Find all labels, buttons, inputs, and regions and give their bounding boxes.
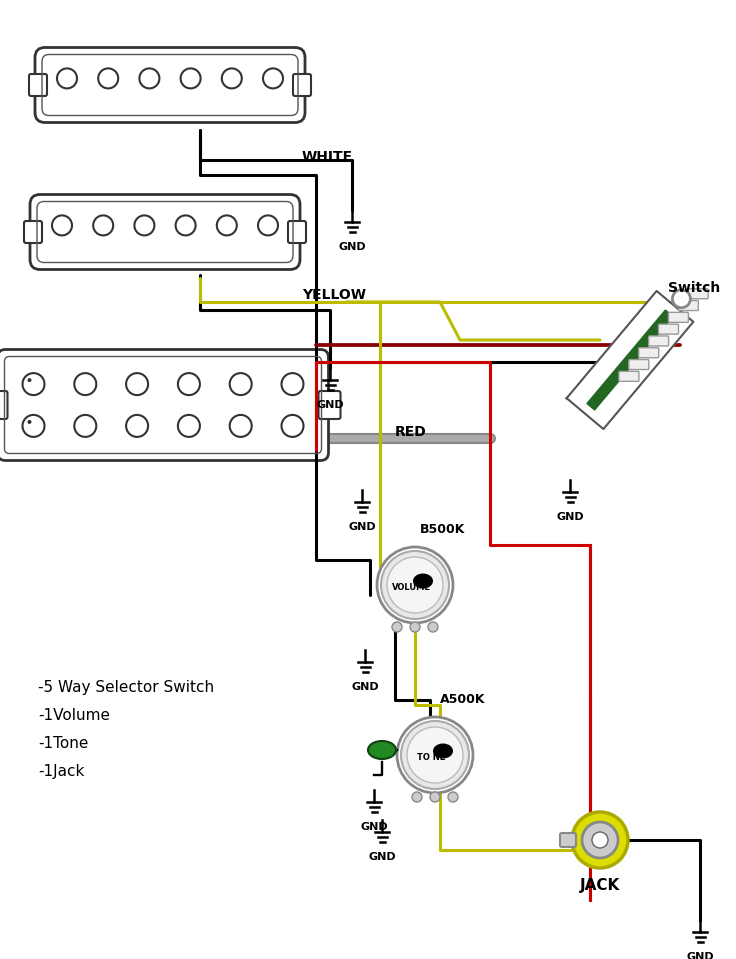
Text: GND: GND bbox=[556, 512, 584, 522]
FancyBboxPatch shape bbox=[48, 238, 282, 259]
Polygon shape bbox=[567, 291, 693, 429]
Circle shape bbox=[217, 216, 237, 235]
Text: JACK: JACK bbox=[580, 878, 620, 893]
FancyBboxPatch shape bbox=[53, 91, 287, 111]
Text: -1Tone: -1Tone bbox=[38, 736, 88, 751]
Circle shape bbox=[377, 547, 453, 623]
Ellipse shape bbox=[413, 573, 433, 589]
FancyBboxPatch shape bbox=[668, 313, 688, 322]
FancyBboxPatch shape bbox=[35, 48, 305, 123]
Circle shape bbox=[401, 721, 469, 789]
Circle shape bbox=[428, 622, 438, 632]
Circle shape bbox=[27, 420, 32, 424]
Circle shape bbox=[407, 727, 463, 783]
FancyBboxPatch shape bbox=[629, 360, 649, 369]
FancyBboxPatch shape bbox=[319, 391, 341, 419]
Circle shape bbox=[98, 68, 118, 88]
Text: GND: GND bbox=[348, 522, 376, 532]
Circle shape bbox=[430, 792, 440, 802]
Circle shape bbox=[23, 373, 44, 395]
Circle shape bbox=[673, 290, 690, 308]
Circle shape bbox=[230, 373, 252, 395]
Circle shape bbox=[74, 415, 96, 437]
Text: Switch: Switch bbox=[668, 281, 721, 295]
FancyBboxPatch shape bbox=[0, 391, 7, 419]
FancyBboxPatch shape bbox=[639, 348, 659, 358]
Circle shape bbox=[392, 622, 402, 632]
Text: YELLOW: YELLOW bbox=[302, 288, 366, 302]
Circle shape bbox=[381, 551, 449, 619]
Circle shape bbox=[126, 415, 148, 437]
FancyBboxPatch shape bbox=[659, 324, 679, 334]
Circle shape bbox=[281, 415, 303, 437]
FancyBboxPatch shape bbox=[30, 195, 300, 269]
Circle shape bbox=[27, 378, 32, 382]
Circle shape bbox=[572, 812, 628, 868]
Ellipse shape bbox=[368, 741, 396, 759]
Text: WHITE: WHITE bbox=[302, 150, 353, 164]
FancyBboxPatch shape bbox=[688, 289, 708, 299]
Circle shape bbox=[74, 373, 96, 395]
Text: A500K: A500K bbox=[440, 693, 486, 706]
Circle shape bbox=[230, 415, 252, 437]
Circle shape bbox=[448, 792, 458, 802]
Text: TO NE: TO NE bbox=[417, 753, 445, 761]
Circle shape bbox=[139, 68, 160, 88]
FancyBboxPatch shape bbox=[648, 336, 668, 346]
FancyBboxPatch shape bbox=[0, 349, 328, 460]
Circle shape bbox=[23, 415, 44, 437]
Circle shape bbox=[57, 68, 77, 88]
FancyBboxPatch shape bbox=[619, 371, 639, 382]
Text: RED: RED bbox=[395, 425, 427, 439]
Circle shape bbox=[180, 68, 201, 88]
Circle shape bbox=[387, 557, 443, 613]
Text: GND: GND bbox=[360, 822, 388, 832]
Circle shape bbox=[592, 832, 608, 848]
FancyBboxPatch shape bbox=[293, 74, 311, 96]
Polygon shape bbox=[587, 310, 673, 409]
Text: VOLUME: VOLUME bbox=[392, 582, 431, 592]
Text: GND: GND bbox=[338, 242, 366, 252]
Circle shape bbox=[410, 622, 420, 632]
Text: GND: GND bbox=[316, 400, 344, 410]
Circle shape bbox=[93, 216, 113, 235]
Circle shape bbox=[281, 373, 303, 395]
FancyBboxPatch shape bbox=[288, 221, 306, 243]
Circle shape bbox=[178, 415, 200, 437]
Ellipse shape bbox=[433, 743, 453, 759]
FancyBboxPatch shape bbox=[24, 221, 42, 243]
Text: -1Jack: -1Jack bbox=[38, 764, 85, 779]
Circle shape bbox=[126, 373, 148, 395]
Text: -1Volume: -1Volume bbox=[38, 708, 110, 723]
Circle shape bbox=[222, 68, 242, 88]
Text: GND: GND bbox=[351, 682, 379, 692]
Circle shape bbox=[178, 373, 200, 395]
Circle shape bbox=[397, 717, 473, 793]
Text: -5 Way Selector Switch: -5 Way Selector Switch bbox=[38, 680, 214, 695]
Circle shape bbox=[135, 216, 155, 235]
FancyBboxPatch shape bbox=[560, 833, 576, 847]
Circle shape bbox=[176, 216, 196, 235]
Circle shape bbox=[582, 822, 618, 858]
Circle shape bbox=[258, 216, 278, 235]
Text: GND: GND bbox=[686, 952, 714, 959]
FancyBboxPatch shape bbox=[29, 74, 47, 96]
Text: GND: GND bbox=[368, 852, 396, 862]
Circle shape bbox=[52, 216, 72, 235]
FancyBboxPatch shape bbox=[679, 300, 698, 311]
Circle shape bbox=[412, 792, 422, 802]
Circle shape bbox=[263, 68, 283, 88]
Text: B500K: B500K bbox=[420, 523, 465, 536]
